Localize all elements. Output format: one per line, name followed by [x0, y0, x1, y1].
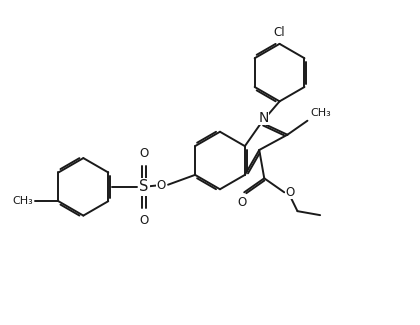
Text: Cl: Cl [274, 26, 285, 39]
Text: O: O [139, 214, 148, 227]
Text: CH₃: CH₃ [12, 196, 33, 206]
Text: O: O [238, 196, 247, 209]
Text: S: S [139, 179, 148, 194]
Text: N: N [258, 111, 268, 125]
Text: CH₃: CH₃ [311, 108, 331, 118]
Text: O: O [286, 186, 295, 199]
Text: O: O [156, 179, 165, 192]
Text: O: O [139, 147, 148, 160]
